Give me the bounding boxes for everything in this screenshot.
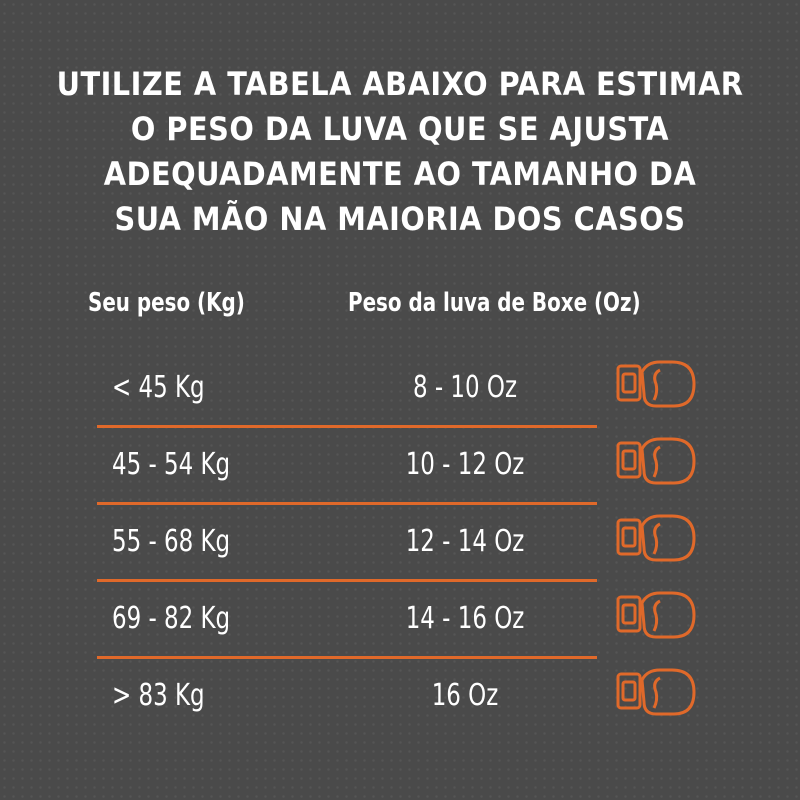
table-row: 55 - 68 Kg 12 - 14 Oz	[0, 514, 800, 601]
row-separator	[97, 425, 597, 428]
title-line: SUA MÃO NA MAIORIA DOS CASOS	[114, 200, 686, 238]
glove-icon	[616, 437, 696, 485]
glove-cell: 10 - 12 Oz	[405, 447, 525, 482]
row-separator	[97, 502, 597, 505]
table-row: > 83 Kg 16 Oz	[0, 668, 800, 755]
title-line: UTILIZE A TABELA ABAIXO PARA ESTIMAR	[56, 65, 744, 103]
weight-cell: 55 - 68 Kg	[112, 524, 231, 559]
row-separator	[97, 656, 597, 659]
column-header: Seu peso (Kg)	[88, 288, 245, 318]
weight-cell: < 45 Kg	[112, 370, 205, 405]
glove-cell: 12 - 14 Oz	[405, 524, 525, 559]
glove-icon	[616, 514, 696, 562]
weight-cell: 45 - 54 Kg	[112, 447, 231, 482]
glove-cell: 8 - 10 Oz	[412, 370, 517, 405]
glove-icon	[616, 360, 696, 408]
glove-icon	[616, 668, 696, 716]
title: UTILIZE A TABELA ABAIXO PARA ESTIMAR O P…	[0, 62, 800, 242]
row-separator	[97, 579, 597, 582]
weight-cell: 69 - 82 Kg	[112, 601, 231, 636]
title-line: ADEQUADAMENTE AO TAMANHO DA	[103, 155, 697, 193]
glove-cell: 16 Oz	[431, 678, 499, 713]
table-row: 45 - 54 Kg 10 - 12 Oz	[0, 437, 800, 524]
glove-cell: 14 - 16 Oz	[405, 601, 525, 636]
glove-icon	[616, 591, 696, 639]
table-row: 69 - 82 Kg 14 - 16 Oz	[0, 591, 800, 678]
table-row: < 45 Kg 8 - 10 Oz	[0, 360, 800, 447]
title-line: O PESO DA LUVA QUE SE AJUSTA	[130, 110, 670, 148]
column-header: Peso da luva de Boxe (Oz)	[348, 288, 641, 318]
weight-cell: > 83 Kg	[112, 678, 205, 713]
